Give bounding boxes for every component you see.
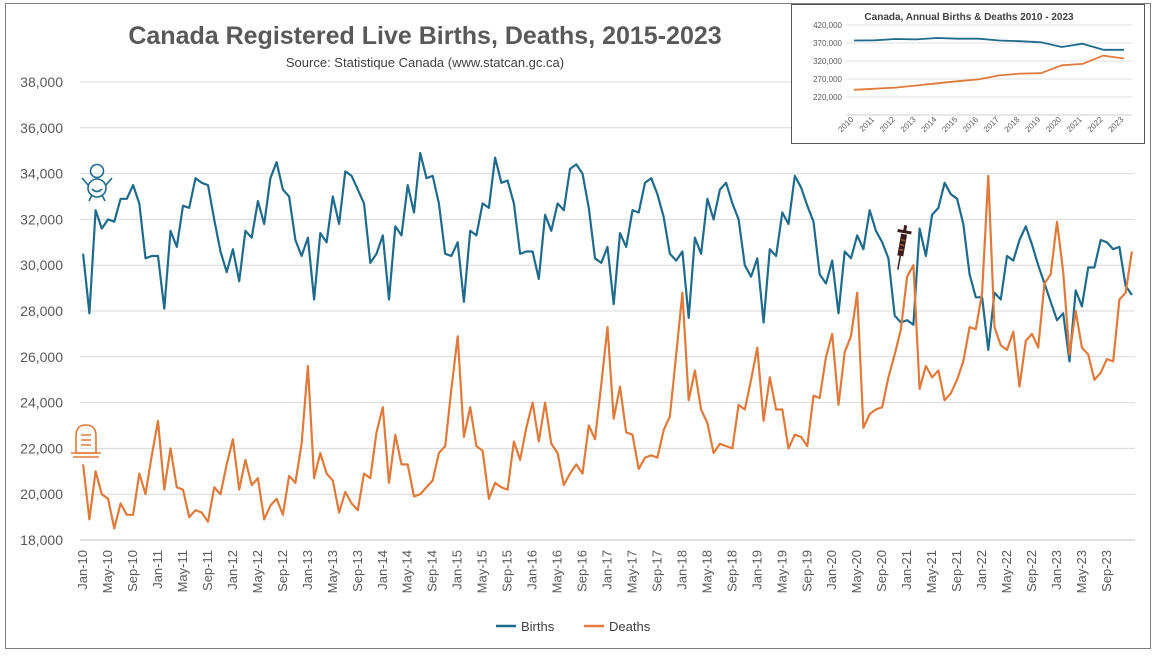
inset-y-tick-label: 270,000 (813, 75, 842, 84)
x-tick-label: Jan-18 (674, 550, 689, 590)
legend: Births Deaths (496, 619, 651, 634)
y-tick-label: 26,000 (20, 349, 63, 365)
chart-subtitle: Source: Statistique Canada (www.statcan.… (285, 55, 565, 70)
inset-x-tick-label: 2018 (1003, 115, 1022, 134)
inset-x-tick-label: 2010 (836, 115, 855, 134)
x-tick-label: Sep-20 (874, 550, 889, 592)
y-tick-label: 36,000 (20, 120, 63, 136)
inset-y-tick-label: 370,000 (813, 39, 842, 48)
series-lines (82, 151, 1133, 530)
inset-chart-panel: Canada, Annual Births & Deaths 2010 - 20… (791, 4, 1145, 144)
baby-icon (81, 163, 113, 202)
inset-x-tick-label: 2012 (878, 115, 897, 134)
births-line (82, 151, 1133, 363)
x-tick-label: Jan-21 (899, 550, 914, 590)
x-tick-label: May-10 (100, 550, 115, 593)
y-tick-label: 30,000 (20, 257, 63, 273)
x-tick-label: Sep-12 (275, 550, 290, 592)
x-tick-label: Sep-13 (350, 550, 365, 592)
inset-x-tick-label: 2020 (1044, 115, 1063, 134)
inset-y-tick-label: 320,000 (813, 57, 842, 66)
inset-x-tick-label: 2019 (1023, 115, 1042, 134)
x-tick-label: Sep-19 (799, 550, 814, 592)
inset-y-axis-tick-labels: 220,000 270,000 320,000 370,000 420,000 (813, 21, 842, 102)
inset-x-axis-tick-labels: 2010 2011 2012 2013 2014 2015 2016 2017 2018 2019… (836, 115, 1125, 134)
inset-x-tick-label: 2014 (920, 115, 939, 134)
inset-x-tick-label: 2021 (1065, 115, 1084, 134)
inset-y-gridlines (846, 24, 1132, 116)
x-tick-label: Sep-16 (575, 550, 590, 592)
x-tick-label: Jan-14 (375, 550, 390, 590)
inset-chart-title: Canada, Annual Births & Deaths 2010 - 20… (864, 12, 1074, 23)
y-tick-label: 22,000 (20, 440, 63, 456)
x-tick-label: May-15 (475, 550, 490, 593)
inset-y-tick-label: 420,000 (813, 21, 842, 30)
inset-births-line (853, 37, 1124, 51)
inset-deaths-line (853, 54, 1125, 91)
x-tick-label: Sep-18 (724, 550, 739, 592)
x-tick-label: May-14 (400, 550, 415, 593)
y-gridlines (80, 81, 1135, 541)
inset-x-tick-label: 2015 (940, 115, 959, 134)
x-tick-label: Jan-10 (75, 550, 90, 590)
y-tick-label: 38,000 (20, 74, 63, 90)
x-tick-label: Sep-11 (200, 550, 215, 591)
inset-x-tick-label: 2013 (899, 115, 918, 134)
chart-title: Canada Registered Live Births, Deaths, 2… (128, 22, 722, 50)
x-tick-label: Jan-23 (1049, 550, 1064, 590)
x-tick-label: May-23 (1074, 550, 1089, 593)
y-tick-label: 32,000 (20, 211, 63, 227)
x-tick-label: Sep-17 (649, 550, 664, 592)
y-tick-label: 18,000 (20, 532, 63, 548)
y-tick-label: 34,000 (20, 166, 63, 182)
inset-x-tick-label: 2016 (961, 115, 980, 134)
x-tick-label: May-12 (250, 550, 265, 593)
x-tick-label: Sep-21 (949, 550, 964, 592)
x-tick-label: Jan-19 (749, 550, 764, 590)
x-tick-label: Sep-23 (1099, 550, 1114, 592)
x-tick-label: Jan-16 (525, 550, 540, 590)
legend-births-label: Births (521, 619, 555, 634)
inset-x-tick-label: 2017 (982, 115, 1001, 134)
x-tick-label: Jan-20 (824, 550, 839, 590)
inset-y-tick-label: 220,000 (813, 93, 842, 102)
x-tick-label: May-18 (699, 550, 714, 593)
x-tick-label: May-20 (849, 550, 864, 593)
deaths-line (82, 174, 1133, 530)
syringe-icon (897, 225, 912, 270)
inset-chart: 220,000 270,000 320,000 370,000 420,000 2010… (813, 21, 1132, 134)
tombstone-icon (71, 424, 101, 458)
y-tick-label: 28,000 (20, 303, 63, 319)
x-tick-label: Sep-22 (1024, 550, 1039, 592)
x-tick-label: May-13 (325, 550, 340, 593)
inset-x-tick-label: 2022 (1086, 115, 1105, 134)
x-axis-tick-labels: Jan-10 May-10 Sep-10 Jan-11 May-11 Sep-11 Jan-… (75, 550, 1114, 593)
y-axis-tick-labels: 18,000 20,000 22,000 24,000 26,000 28,000 30,0… (20, 74, 63, 548)
x-tick-label: May-19 (774, 550, 789, 593)
inset-x-tick-label: 2023 (1106, 115, 1125, 134)
x-tick-label: Sep-15 (500, 550, 515, 592)
x-tick-label: Jan-13 (300, 550, 315, 590)
x-tick-label: Jan-22 (974, 550, 989, 590)
x-tick-label: May-16 (550, 550, 565, 593)
x-tick-label: Sep-10 (125, 550, 140, 592)
x-tick-label: May-21 (924, 550, 939, 593)
x-tick-label: Jan-17 (600, 550, 615, 590)
x-tick-label: Jan-11 (150, 550, 165, 589)
y-tick-label: 20,000 (20, 486, 63, 502)
x-tick-label: Sep-14 (425, 550, 440, 592)
x-tick-label: Jan-12 (225, 550, 240, 590)
x-tick-label: May-17 (624, 550, 639, 593)
inset-series-lines (853, 37, 1125, 91)
x-tick-label: May-11 (175, 550, 190, 592)
inset-x-tick-label: 2011 (858, 115, 877, 134)
x-tick-label: May-22 (999, 550, 1014, 593)
legend-deaths-label: Deaths (609, 619, 651, 634)
x-tick-label: Jan-15 (450, 550, 465, 590)
y-tick-label: 24,000 (20, 395, 63, 411)
